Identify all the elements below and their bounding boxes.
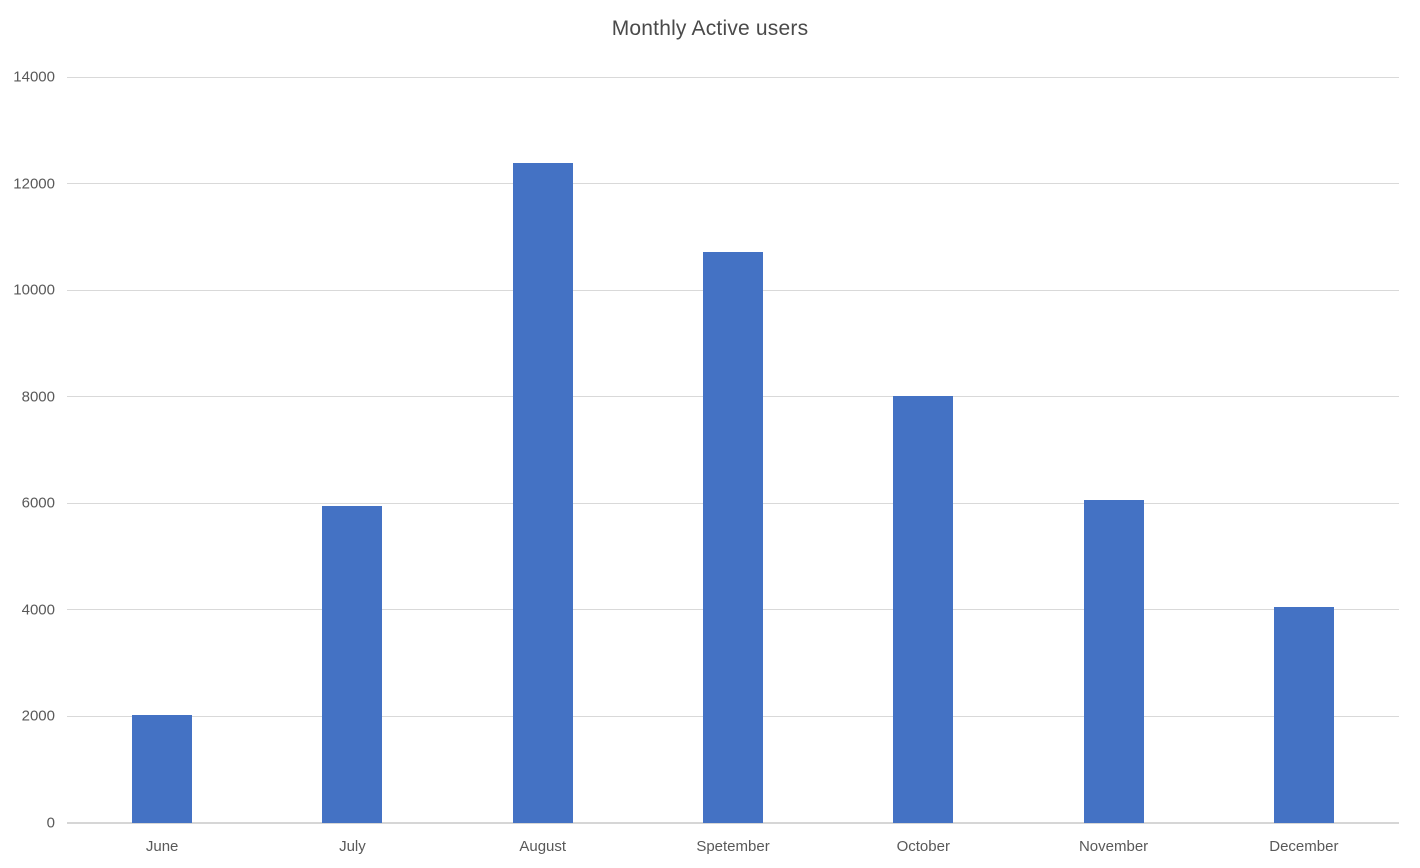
plot-area [67, 76, 1399, 824]
x-axis: June July August Spetember October November De… [67, 838, 1399, 860]
x-axis-tick-label: July [339, 838, 366, 855]
bar-june [132, 715, 193, 823]
y-axis-tick-label: 12000 [13, 175, 55, 193]
bar-august [512, 163, 573, 823]
gridline [67, 183, 1399, 185]
y-axis-tick-label: 14000 [13, 68, 55, 86]
x-axis-tick-label: November [1078, 838, 1149, 855]
bar-july [322, 505, 383, 823]
y-axis-tick-label: 2000 [21, 707, 55, 725]
y-axis-tick-label: 10000 [13, 281, 55, 299]
x-axis-line [67, 822, 1399, 824]
y-axis-tick-label: 8000 [21, 388, 55, 406]
bar-spetember [703, 251, 763, 823]
bar-october [893, 395, 954, 823]
y-axis: 0 2000 4000 6000 8000 10000 12000 14000 [0, 69, 55, 832]
y-axis-tick-label: 6000 [21, 494, 55, 512]
chart-title: Monthly Active users [611, 17, 809, 40]
x-axis-tick-label: Spetember [696, 838, 770, 855]
y-axis-tick-label: 0 [46, 814, 55, 832]
y-axis-tick-label: 4000 [21, 601, 55, 619]
bar-november [1083, 500, 1144, 823]
x-axis-tick-label: December [1269, 838, 1339, 855]
bar-december [1273, 606, 1334, 823]
x-axis-tick-label: June [145, 838, 179, 855]
x-axis-tick-label: August [519, 838, 567, 855]
gridline [67, 76, 1399, 78]
x-axis-tick-label: October [896, 838, 950, 855]
